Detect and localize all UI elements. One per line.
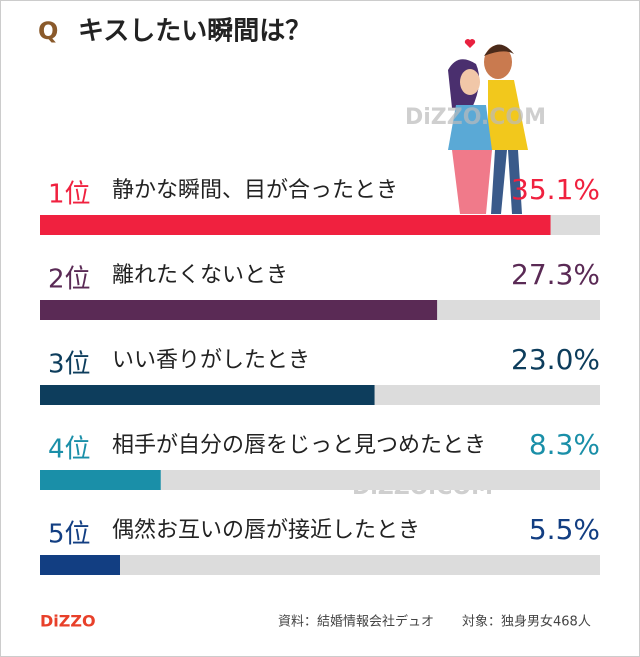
- bar-track: [40, 470, 600, 490]
- category-label: 偶然お互いの唇が接近したとき: [112, 518, 420, 543]
- rank-label: 2位: [48, 265, 91, 295]
- logo: DiZZO: [40, 612, 96, 631]
- source-note: 資料：結婚情報会社デュオ: [278, 614, 434, 630]
- category-label: 離れたくないとき: [112, 263, 288, 288]
- rank-label: 1位: [48, 180, 91, 210]
- bar: [40, 555, 120, 575]
- rank-label: 5位: [48, 520, 91, 550]
- illustration: [448, 39, 528, 214]
- value-label: 8.3%: [529, 428, 600, 461]
- bar: [40, 385, 375, 405]
- bar: [40, 300, 438, 320]
- rank-label: 3位: [48, 350, 91, 380]
- value-label: 27.3%: [511, 258, 600, 291]
- value-label: 23.0%: [511, 343, 600, 376]
- bar: [40, 470, 161, 490]
- rank-label: 4位: [48, 435, 91, 465]
- category-label: いい香りがしたとき: [112, 348, 310, 373]
- value-label: 5.5%: [529, 513, 600, 546]
- value-label: 35.1%: [511, 173, 600, 206]
- bar: [40, 215, 551, 235]
- chart-title: キスしたい瞬間は？: [78, 17, 311, 47]
- q-mark: Q: [38, 17, 58, 45]
- bar-track: [40, 555, 600, 575]
- watermark: DiZZO.COM: [405, 105, 546, 130]
- category-label: 静かな瞬間、目が合ったとき: [112, 178, 398, 203]
- category-label: 相手が自分の唇をじっと見つめたとき: [112, 433, 486, 458]
- target-note: 対象：独身男女468人: [462, 614, 591, 630]
